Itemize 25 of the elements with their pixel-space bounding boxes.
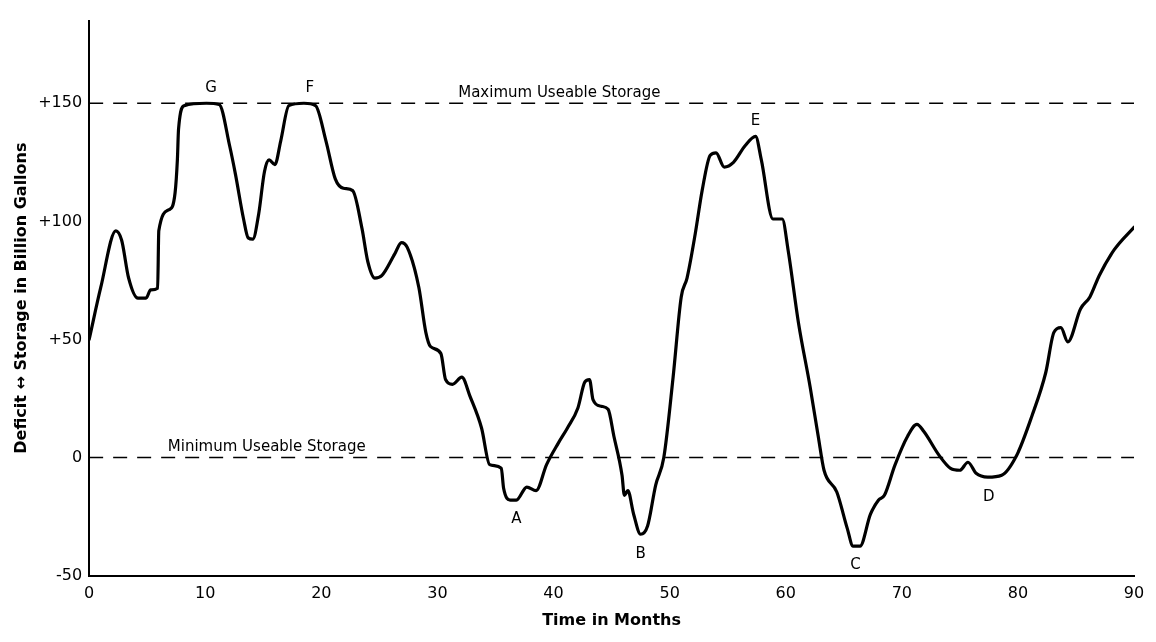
- x-tick-label: 20: [311, 583, 332, 603]
- y-tick-label: -50: [56, 564, 83, 584]
- x-tick-label: 50: [659, 583, 680, 603]
- y-tick-label: +150: [38, 92, 83, 112]
- annotation: D: [983, 486, 995, 505]
- x-tick-label: 80: [1007, 583, 1029, 603]
- annotation: F: [305, 77, 315, 96]
- x-tick-label: 40: [543, 583, 564, 603]
- x-tick-label: 10: [195, 583, 216, 603]
- ref-line-label: Maximum Useable Storage: [458, 82, 661, 101]
- annotation: E: [750, 110, 761, 129]
- x-tick-label: 60: [775, 583, 796, 603]
- annotation: C: [850, 555, 861, 574]
- x-axis-title: Time in Months: [542, 609, 681, 629]
- ref-line-label: Minimum Useable Storage: [167, 436, 366, 455]
- y-tick-label: +100: [38, 210, 83, 230]
- y-tick-label: 0: [71, 446, 83, 466]
- x-tick-label: 90: [1123, 583, 1145, 603]
- x-tick-label: 30: [427, 583, 448, 603]
- y-tick-label: +50: [48, 328, 83, 348]
- annotation: A: [511, 509, 523, 528]
- x-tick-label: 70: [891, 583, 912, 603]
- y-axis-title: Deficit ↔ Storage in Billion Gallons: [10, 142, 30, 454]
- annotation: G: [205, 77, 217, 96]
- annotation: B: [635, 543, 646, 562]
